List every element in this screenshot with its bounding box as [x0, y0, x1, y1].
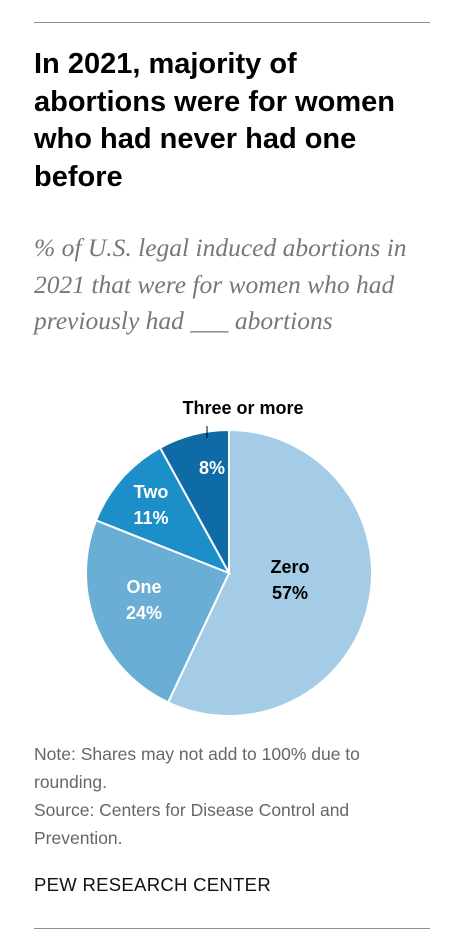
pew-logo-text: PEW RESEARCH CENTER	[34, 874, 271, 895]
pie-chart: Zero 57% One 24% Two 11% 8% Three or more	[0, 390, 464, 730]
pie-chart-svg: Zero 57% One 24% Two 11% 8% Three or more	[85, 398, 373, 717]
source-text: Source: Centers for Disease Control and …	[34, 800, 350, 848]
note-text: Note: Shares may not add to 100% due to …	[34, 744, 360, 792]
chart-title: In 2021, majority of abortions were for …	[34, 48, 395, 193]
pie-slice-two	[94, 446, 232, 575]
slice-value-one: 24%	[126, 603, 162, 623]
chart-subtitle: % of U.S. legal induced abortions in 202…	[34, 233, 407, 335]
slice-name-one: One	[126, 577, 161, 597]
top-rule	[34, 22, 430, 23]
pie-slice-one	[85, 519, 231, 704]
slice-name-two: Two	[134, 482, 169, 502]
pie-slice-three-or-more	[158, 428, 230, 574]
slice-value-three-or-more: 8%	[199, 458, 225, 478]
slice-name-zero: Zero	[270, 557, 309, 577]
slice-name-three-or-more: Three or more	[182, 398, 303, 418]
pie-slice-zero	[166, 428, 373, 717]
bottom-rule	[34, 928, 430, 929]
slice-value-zero: 57%	[272, 583, 308, 603]
slice-value-two: 11%	[133, 508, 168, 528]
footnotes: Note: Shares may not add to 100% due to …	[34, 740, 434, 852]
